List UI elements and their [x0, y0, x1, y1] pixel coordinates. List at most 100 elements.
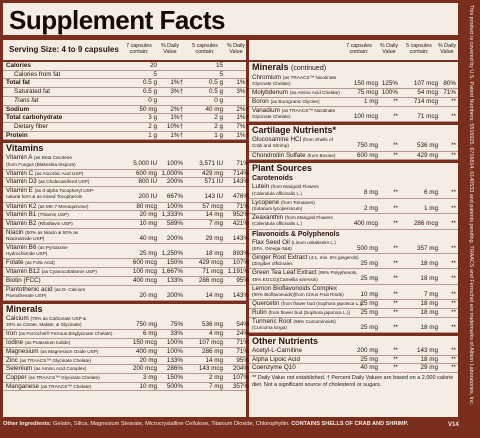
amount-cell: **	[393, 290, 398, 298]
amount-cell: 133%	[166, 276, 183, 284]
amount-cell: 25 mg	[360, 275, 378, 283]
amount-cell: 400 mcg	[132, 276, 157, 284]
basics-row: Sodium 50 mg 2%† 40 mg 2%†	[3, 105, 249, 115]
nutrient-label: Flax Seed Oil	[252, 238, 290, 246]
header-7caps-right: 7 capsules contain:	[346, 43, 372, 55]
minerals-heading: Minerals	[6, 303, 43, 314]
amount-cell: 18 mg	[420, 308, 438, 316]
amount-cell: 7%†	[236, 122, 249, 130]
nutrient-source-line2: Crab and Shrimp)	[252, 143, 289, 149]
amount-cell: **	[451, 323, 456, 331]
amount-cell: 100%	[166, 160, 183, 168]
amount-cell: 143 mg	[416, 346, 438, 354]
amount-cell: 25 mg	[360, 355, 378, 363]
nutrient-label: Glucosamine HCl	[252, 136, 301, 144]
other-heading: Other Nutrients	[252, 335, 319, 346]
amount-cell: 952%	[232, 211, 249, 219]
amount-cell: 10 mg	[360, 290, 378, 298]
vitamins-row: Vitamin B2 (Riboflavin USP) 10 mg 589% 7 mg…	[3, 219, 249, 229]
nutrient-name: Vitamin K2 (as MK-7 Menaquinone)	[6, 203, 88, 211]
flavonoids-row: Green Tea Leaf Extract (95% Polyphenols,…	[249, 269, 458, 285]
vitamins-row: Folate (as Folic Acid) 600 mcg 150% 429 mcg…	[3, 259, 249, 269]
amount-cell: 18 mg	[420, 259, 438, 267]
nutrient-label: Sodium	[6, 105, 30, 113]
nutrient-name: Folate (as Folic Acid)	[6, 259, 55, 267]
nutrient-label: Folate	[6, 259, 24, 267]
amount-cell: 100 mcg	[353, 112, 378, 120]
amount-cell: **	[393, 189, 398, 197]
title-divider	[3, 35, 458, 40]
amount-cell: 100 mcg	[132, 268, 157, 276]
nutrient-label: Boron	[252, 98, 269, 106]
amount-cell: 286 mcg	[413, 220, 438, 228]
flavonoids-row: Lemon Bioflavonoids Complex (90% Bioflavo…	[249, 284, 458, 301]
amount-cell: **	[393, 308, 398, 316]
amount-cell: 40 mg	[205, 105, 223, 113]
nutrient-source: (as Ferrochel® Ferrous Bisglycinate Chel…	[18, 331, 113, 337]
amount-cell: **	[393, 112, 398, 120]
flavonoids-row: Quercetin (from flower bud (Sophora japo…	[249, 300, 458, 309]
amount-cell: 2 g	[214, 114, 223, 122]
nutrient-source: (Linum usitatissim L.)	[291, 239, 336, 245]
nutrient-label: Calories from fat	[14, 70, 61, 78]
nutrient-name: Coenzyme Q10	[252, 364, 296, 372]
nutrient-name: Quercetin (from flower bud (Sophora japo…	[252, 300, 363, 308]
basics-row: Dietary fiber 2 g 10%† 2 g 7%†	[3, 122, 249, 132]
amount-cell: 1,000%	[161, 169, 183, 177]
amount-cell: 500 mg	[356, 244, 378, 252]
minerals-cont-row: Chromium (as TRAACS™ Nicotinate Glycinate…	[249, 74, 458, 90]
amount-cell: **	[451, 189, 456, 197]
nutrient-source-line2: Glycinate Chelate)	[252, 81, 291, 87]
nutrient-source-line2: (from Fungus (Blakeslea trispora)	[6, 161, 76, 167]
nutrient-source: (as Magnesium Oxide USP)	[40, 348, 99, 354]
daily-value-footnote: ** Daily Value not established. † Percen…	[252, 375, 454, 388]
amount-cell: 100%	[166, 347, 183, 355]
nutrient-label: Iodine	[6, 339, 24, 347]
vitamins-row: Vitamin E (as d-alpha Tocopheryl USP-nat…	[3, 187, 249, 203]
vitamins-row: Vitamin B1 (Thiamin USP) 20 mg 1,333% 14 mg…	[3, 211, 249, 220]
nutrient-source: (as D- Calcium	[54, 286, 86, 292]
amount-cell: 893%	[232, 250, 249, 258]
amount-cell: 0.5 g	[142, 79, 157, 87]
nutrient-label: Lemon Bioflavonoids Complex	[252, 284, 338, 292]
amount-cell: **	[451, 355, 456, 363]
amount-cell: 429 mcg	[198, 259, 223, 267]
nutrient-source: (as Potassium Iodide)	[24, 340, 71, 346]
nutrient-label: Iron	[6, 330, 17, 338]
nutrient-name: Vitamin B12 (as Cyanocobalamin USP)	[6, 268, 97, 276]
nutrient-source: (as Cholecalciferol USP)	[38, 179, 90, 185]
amount-cell: 589%	[166, 219, 183, 227]
nutrient-source: (as Pyridoxine	[38, 245, 68, 251]
cartilage-heading: Cartilage Nutrients*	[252, 125, 337, 136]
amount-cell: **	[451, 290, 456, 298]
amount-cell: 10 mg	[139, 219, 157, 227]
nutrient-source-line2: 30% as Citrate, Malate, & Glycinate)	[6, 322, 82, 328]
nutrient-label: Turmeric Root	[252, 317, 292, 325]
nutrient-source: (as Borogranic Glycine)	[270, 99, 320, 105]
nutrient-source: (as TRAACS™ Glycinate Chelate)	[19, 357, 91, 363]
nutrient-name: Trans fat	[6, 97, 38, 105]
amount-cell: **	[393, 323, 398, 331]
amount-cell: 107%	[232, 373, 249, 381]
amount-cell: 150 mcg	[353, 80, 378, 87]
nutrient-label: Molybdenum	[252, 89, 289, 97]
basics-row: Calories 20 15	[3, 62, 246, 71]
header-7caps: 7 capsules contain:	[126, 43, 152, 55]
amount-cell: 1 mg	[424, 204, 438, 212]
minerals-row: Iron (as Ferrochel® Ferrous Bisglycinate…	[3, 330, 249, 340]
amount-cell: 150%	[166, 373, 183, 381]
amount-cell: 14 mg	[205, 291, 223, 299]
nutrient-name: Iron (as Ferrochel® Ferrous Bisglycinate…	[6, 330, 112, 338]
minerals-cont-row: Molybdenum (as Amino Acid Chelate) 75 mcg…	[249, 89, 458, 99]
nutrient-source: (Riboflavin USP)	[38, 220, 73, 226]
amount-cell: 3,571 IU	[199, 160, 223, 168]
minerals-continued-heading: Minerals (continued)	[249, 62, 458, 74]
nutrient-name: Total carbohydrate	[6, 114, 62, 122]
nutrient-label: Total carbohydrate	[6, 114, 63, 122]
nutrient-source-line2: (Zingiber officinales	[252, 261, 293, 267]
amount-cell: 2%†	[236, 105, 249, 113]
amount-cell: 286 mcg	[198, 276, 223, 284]
amount-cell: 7 mg	[209, 219, 223, 227]
nutrient-name: Manganese (as TRAACS™ Chelate)	[6, 383, 91, 391]
nutrient-label: Vitamin E	[6, 187, 33, 195]
